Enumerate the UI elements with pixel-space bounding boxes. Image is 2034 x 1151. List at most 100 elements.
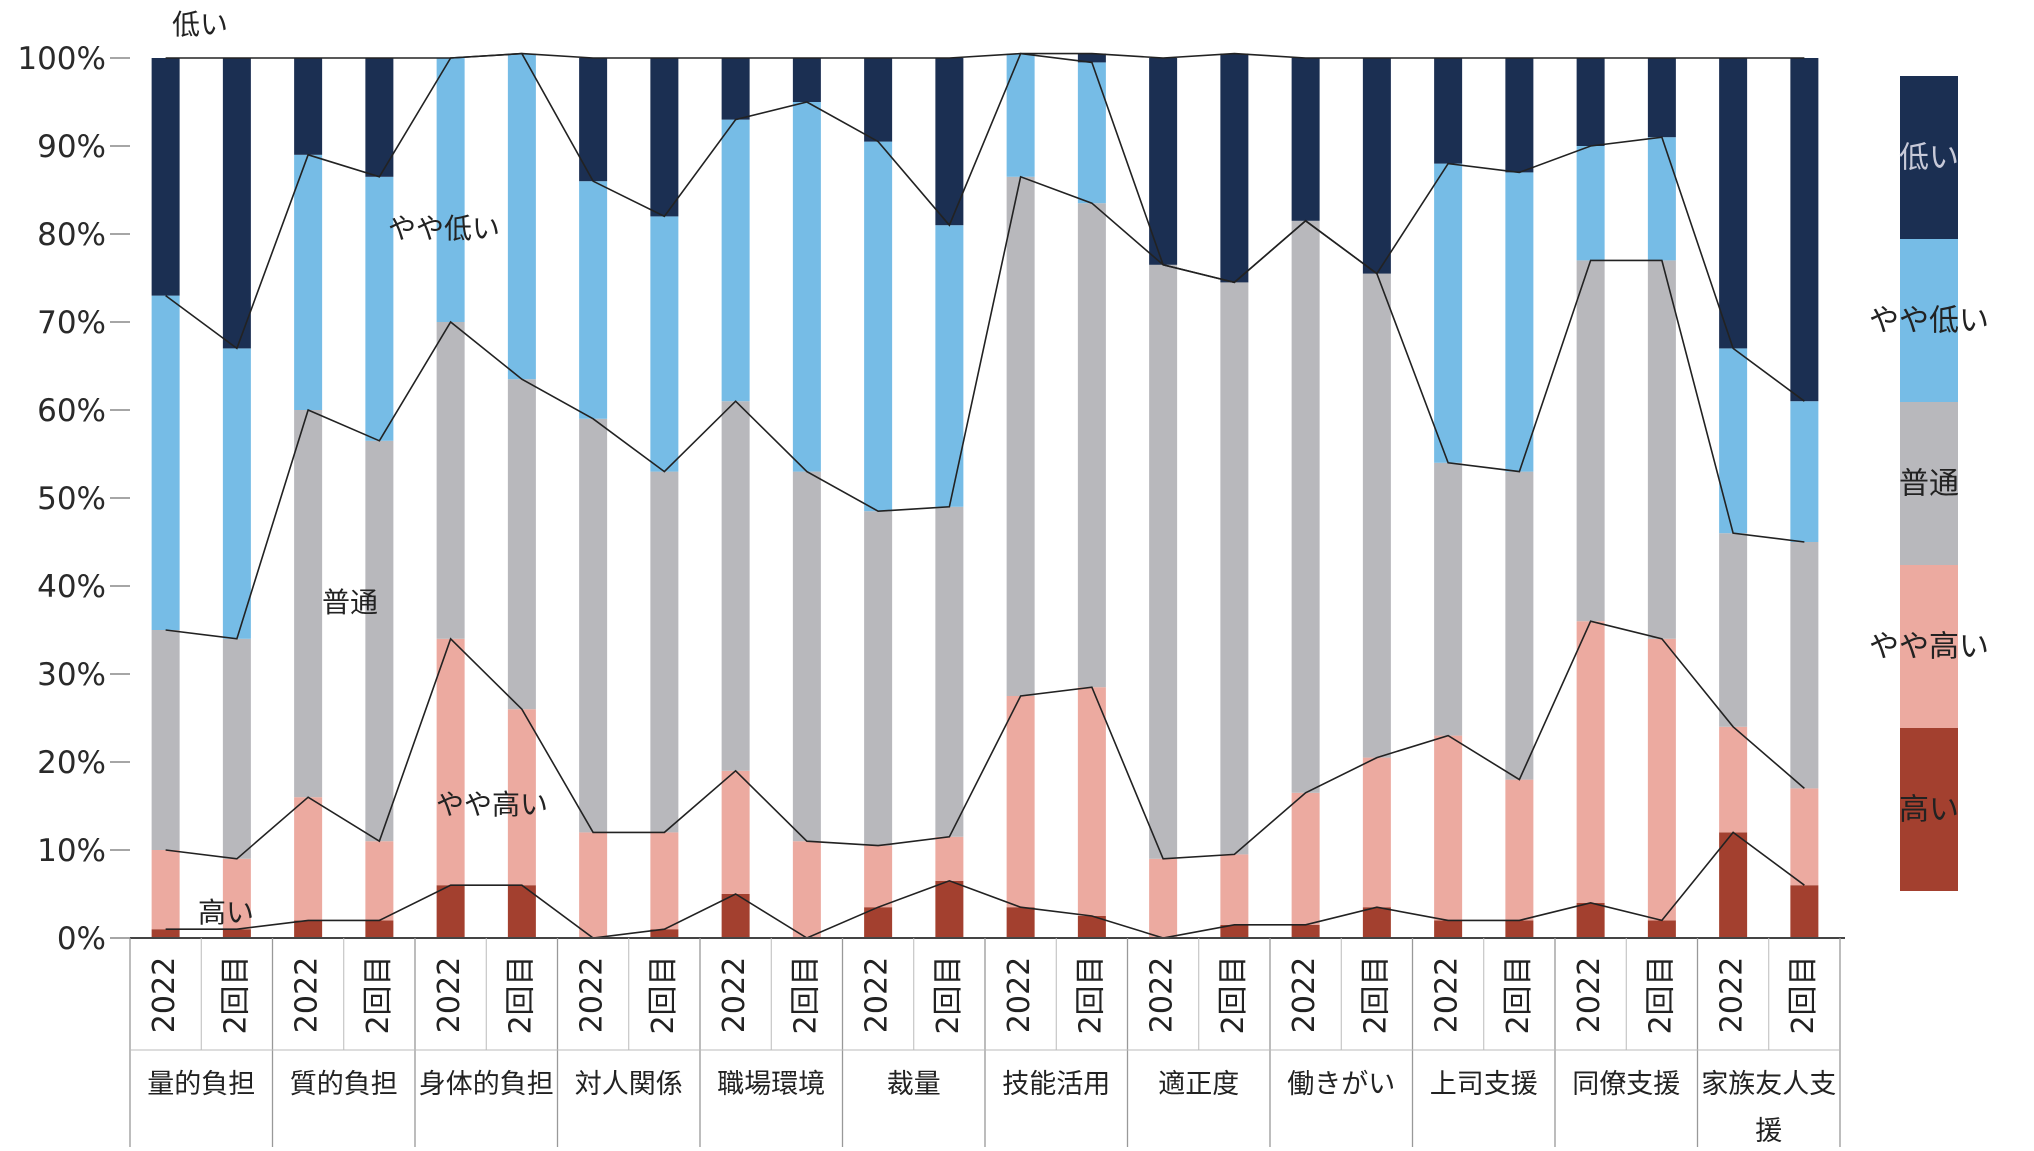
y-tick-label: 30% <box>37 657 106 693</box>
bar-segment <box>792 841 821 938</box>
bar-segment <box>507 53 536 380</box>
bar-segment <box>1647 260 1676 639</box>
bar-segment <box>1576 902 1605 938</box>
bar-segment <box>1077 687 1106 916</box>
bar-segment <box>1790 542 1819 789</box>
bar-segment <box>222 638 251 859</box>
legend-label: 普通 <box>1899 467 1959 502</box>
x-group-label: 働きがい <box>1287 1069 1395 1100</box>
x-sub-label: 2回目 <box>503 955 538 1034</box>
series-boundary-line <box>165 831 1805 939</box>
legend-swatch <box>1900 76 1958 239</box>
legend-label: 低い <box>1899 141 1959 176</box>
bar-segment <box>1291 924 1320 938</box>
bar-segment <box>935 880 964 938</box>
legend-label: 高い <box>1899 793 1959 828</box>
x-sub-label: 2回目 <box>1501 955 1536 1034</box>
x-sub-label: 2022 <box>717 957 752 1033</box>
y-tick-label: 0% <box>57 921 106 957</box>
bar-segment <box>1291 792 1320 925</box>
x-sub-label: 2022 <box>1715 957 1750 1033</box>
x-group-label: 技能活用 <box>1002 1069 1110 1100</box>
bar-segment <box>1505 779 1534 921</box>
bar-segment <box>1362 58 1391 274</box>
x-sub-label: 2022 <box>860 957 895 1033</box>
bar-segment <box>151 630 180 850</box>
bar-segment <box>1576 260 1605 622</box>
series-boundary-line <box>165 175 1805 640</box>
bar-segment <box>1790 58 1819 402</box>
x-group-label: 適正度 <box>1158 1069 1239 1100</box>
bar-segment <box>579 832 608 938</box>
bar-segment <box>222 58 251 349</box>
bar-segment <box>1647 58 1676 138</box>
bar-segment <box>1077 62 1106 204</box>
bar-segment <box>721 119 750 402</box>
y-tick-label: 50% <box>37 481 106 517</box>
x-group-label: 身体的負担 <box>419 1069 554 1100</box>
inline-label-normal: 普通 <box>322 586 378 619</box>
bar-segment <box>436 638 465 886</box>
bar-segment <box>1362 907 1391 938</box>
x-sub-label: 2回目 <box>1643 955 1678 1034</box>
bar-segment <box>650 471 679 833</box>
bar-segment <box>294 154 323 410</box>
bar-segment <box>1077 916 1106 938</box>
y-tick-label: 20% <box>37 745 106 781</box>
bar-segment <box>1647 920 1676 938</box>
y-tick-label: 10% <box>37 833 106 869</box>
bar-segment <box>365 58 394 177</box>
x-sub-label: 2022 <box>1287 957 1322 1033</box>
bar-segment <box>792 471 821 842</box>
bar-segment <box>294 58 323 155</box>
series-boundary-line <box>165 620 1805 860</box>
bar-segment <box>864 845 893 908</box>
bar-segment <box>721 401 750 771</box>
bar-segment <box>721 58 750 120</box>
x-group-label: 援 <box>1755 1116 1782 1147</box>
bar-segment <box>1077 53 1106 63</box>
y-tick-label: 40% <box>37 569 106 605</box>
x-sub-label: 2022 <box>432 957 467 1033</box>
bar-segment <box>151 850 180 930</box>
x-sub-label: 2022 <box>1572 957 1607 1033</box>
top-boundary-line <box>165 52 1805 59</box>
bar-segment <box>507 379 536 710</box>
bar-segment <box>1505 920 1534 938</box>
bar-segment <box>222 929 251 938</box>
bar-segment <box>1790 885 1819 938</box>
legend-label: やや低い <box>1869 304 1989 339</box>
x-sub-label: 2回目 <box>788 955 823 1034</box>
bar-segment <box>935 58 964 226</box>
series-boundary-line <box>165 52 1805 402</box>
bar-segment <box>436 58 465 322</box>
bar-segment <box>1434 462 1463 736</box>
inline-label-low: 低い <box>172 8 228 41</box>
x-sub-label: 2022 <box>1145 957 1180 1033</box>
bar-segment <box>294 920 323 938</box>
bar-segment <box>1790 401 1819 542</box>
bar-segment <box>935 506 964 837</box>
bar-segment <box>1006 176 1035 697</box>
bar-segment <box>1006 53 1035 177</box>
x-group-label: 上司支援 <box>1430 1069 1538 1100</box>
bar-segment <box>1362 273 1391 758</box>
bar-segment <box>1220 53 1249 283</box>
bar-segment <box>1149 264 1178 859</box>
x-sub-label: 2022 <box>1002 957 1037 1033</box>
x-group-label: 質的負担 <box>290 1069 398 1100</box>
x-sub-label: 2回目 <box>1358 955 1393 1034</box>
bar-segment <box>507 885 536 938</box>
bar-segment <box>507 709 536 886</box>
y-tick-label: 70% <box>37 305 106 341</box>
bar-segment <box>864 907 893 938</box>
bar-segment <box>1719 58 1748 349</box>
bar-segment <box>1291 220 1320 793</box>
bar-segment <box>792 58 821 102</box>
bar-segment <box>1505 471 1534 780</box>
bar-segment <box>650 58 679 217</box>
bar-segment <box>1719 832 1748 938</box>
bar-segment <box>650 929 679 938</box>
x-group-label: 同僚支援 <box>1572 1069 1680 1100</box>
